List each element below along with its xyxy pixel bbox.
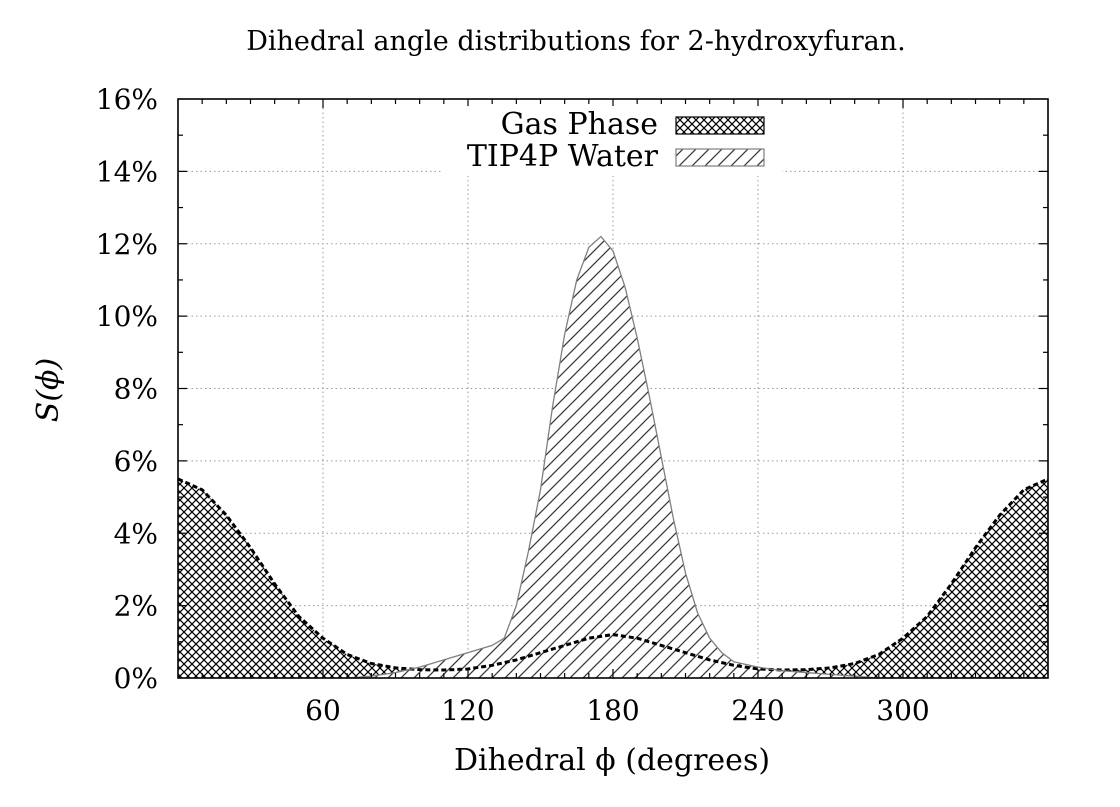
grid [178, 99, 1048, 678]
y-axis-label: S(ϕ) [31, 358, 66, 422]
chart-title: Dihedral angle distributions for 2-hydro… [246, 26, 906, 57]
x-tick-label-60: 60 [305, 694, 341, 727]
y-tick-label-2: 2% [114, 590, 158, 623]
y-tick-label-6: 6% [114, 445, 158, 478]
y-tick-label-10: 10% [96, 300, 158, 333]
legend-swatch-tip4p-water [675, 148, 765, 167]
legend-label-gas-phase: Gas Phase [501, 107, 658, 142]
x-axis-label: Dihedral ϕ (degrees) [454, 743, 770, 778]
y-tick-label-0: 0% [114, 662, 158, 695]
axis-tick-labels: 60 120 180 240 300 0% 2% 4% 6% 8% 10% 12% 14% 16% [96, 83, 930, 727]
series-areas [178, 235, 1048, 678]
y-tick-label-4: 4% [114, 517, 158, 550]
legend: Gas Phase TIP4P Water [442, 106, 782, 176]
x-tick-label-300: 300 [876, 694, 929, 727]
legend-label-tip4p-water: TIP4P Water [467, 139, 659, 174]
axis-ticks [178, 99, 1048, 678]
y-tick-label-8: 8% [114, 373, 158, 406]
y-tick-label-16: 16% [96, 83, 158, 116]
legend-swatch-gas-phase [675, 116, 765, 135]
line-tip4p-water [347, 235, 879, 678]
area-tip4p-water [347, 236, 879, 678]
x-tick-label-180: 180 [586, 694, 639, 727]
line-gas-phase [178, 477, 1048, 672]
y-tick-label-14: 14% [96, 155, 158, 188]
x-tick-label-120: 120 [441, 694, 494, 727]
y-tick-label-12: 12% [96, 228, 158, 261]
x-tick-label-240: 240 [731, 694, 784, 727]
